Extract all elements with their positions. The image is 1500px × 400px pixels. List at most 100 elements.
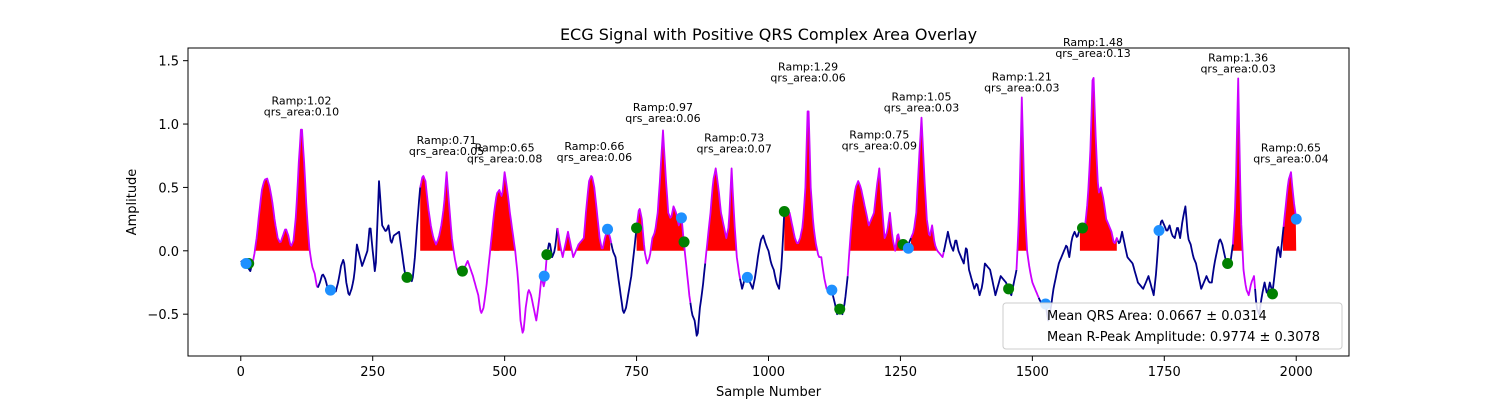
onset-marker-7 xyxy=(902,242,914,254)
offset-marker-3 xyxy=(541,249,553,261)
qrs-area-fill-0 xyxy=(251,129,318,251)
x-tick-label-3: 750 xyxy=(624,365,649,380)
x-tick-label-0: 0 xyxy=(237,365,245,380)
x-tick-label-2: 500 xyxy=(492,365,517,380)
onset-marker-4 xyxy=(675,212,687,224)
offset-marker-10 xyxy=(1076,222,1088,234)
annotation-ramp-8: Ramp:1.05 xyxy=(892,91,952,104)
annotation-qrs-area-4: qrs_area:0.06 xyxy=(625,112,700,125)
annotation-qrs-area-5: qrs_area:0.07 xyxy=(696,142,771,155)
onset-marker-10 xyxy=(1290,213,1302,225)
annotation-qrs-area-1: qrs_area:0.05 xyxy=(409,145,484,158)
annotation-ramp-0: Ramp:1.02 xyxy=(271,95,331,108)
annotation-ramp-5: Ramp:0.73 xyxy=(704,131,764,144)
onset-marker-3 xyxy=(602,223,614,235)
annotation-ramp-10: Ramp:1.48 xyxy=(1063,36,1123,49)
peak-annotations: Ramp:1.02qrs_area:0.10Ramp:0.71qrs_area:… xyxy=(264,36,1329,165)
legend-mean-qrs-area: Mean QRS Area: 0.0667 ± 0.0314 xyxy=(1047,309,1267,324)
qrs-signal-line-11 xyxy=(783,110,834,296)
annotation-qrs-area-0: qrs_area:0.10 xyxy=(264,106,339,119)
offset-marker-2 xyxy=(456,265,468,277)
annotation-ramp-7: Ramp:0.75 xyxy=(849,129,909,142)
offset-marker-6 xyxy=(778,206,790,218)
qrs-area-fill-4 xyxy=(636,130,690,251)
x-tick-label-6: 1500 xyxy=(1016,365,1049,380)
legend: Mean QRS Area: 0.0667 ± 0.0314 Mean R-Pe… xyxy=(1002,302,1343,350)
offset-marker-7 xyxy=(834,303,846,315)
qrs-signal-line-15 xyxy=(910,116,945,259)
offset-marker-1 xyxy=(401,271,413,283)
qrs-area-fill-2 xyxy=(494,172,547,251)
annotation-ramp-9: Ramp:1.21 xyxy=(992,70,1052,83)
annotation-ramp-6: Ramp:1.29 xyxy=(778,60,838,73)
baseline-signal-line-20 xyxy=(1117,205,1234,297)
onset-marker-0 xyxy=(240,257,252,269)
qrs-signal-line-17 xyxy=(1015,96,1040,299)
annotation-ramp-2: Ramp:0.65 xyxy=(475,141,535,154)
y-tick-label-0: −0.5 xyxy=(147,308,179,323)
x-tick-label-4: 1000 xyxy=(752,365,785,380)
baseline-signal-line-22 xyxy=(1254,226,1285,316)
offset-marker-12 xyxy=(1266,288,1278,300)
onset-marker-6 xyxy=(826,284,838,296)
y-tick-label-3: 1.0 xyxy=(158,118,179,133)
y-axis-ticks: −0.5 0.0 0.5 1.0 1.5 xyxy=(147,55,188,323)
y-tick-label-1: 0.0 xyxy=(158,245,179,260)
onset-marker-5 xyxy=(741,271,753,283)
y-tick-label-2: 0.5 xyxy=(158,181,179,196)
qrs-signal-line-3 xyxy=(419,171,549,334)
y-axis-label: Amplitude xyxy=(125,169,140,236)
annotation-qrs-area-7: qrs_area:0.09 xyxy=(842,140,917,153)
qrs-signal-line-1 xyxy=(250,128,319,289)
annotation-ramp-11: Ramp:1.36 xyxy=(1208,51,1268,64)
signal-lines xyxy=(240,77,1298,337)
qrs-area-fills xyxy=(251,77,1297,251)
qrs-signal-line-23 xyxy=(1282,171,1298,227)
annotation-ramp-4: Ramp:0.97 xyxy=(633,101,693,114)
qrs-area-fill-1 xyxy=(420,172,500,251)
offset-marker-9 xyxy=(1003,283,1015,295)
annotation-qrs-area-3: qrs_area:0.06 xyxy=(557,151,632,164)
annotation-qrs-area-10: qrs_area:0.13 xyxy=(1055,47,1130,60)
legend-mean-r-peak-amplitude: Mean R-Peak Amplitude: 0.9774 ± 0.3078 xyxy=(1047,330,1320,345)
x-tick-label-7: 1750 xyxy=(1148,365,1181,380)
offset-marker-11 xyxy=(1222,257,1234,269)
annotation-ramp-1: Ramp:0.71 xyxy=(417,134,477,147)
peak-markers xyxy=(240,206,1302,315)
onset-marker-2 xyxy=(538,270,550,282)
chart-title: ECG Signal with Positive QRS Complex Are… xyxy=(560,25,977,44)
annotation-qrs-area-2: qrs_area:0.08 xyxy=(467,152,542,165)
qrs-area-fill-7 xyxy=(847,168,904,251)
legend-box xyxy=(1002,302,1343,350)
onset-marker-9 xyxy=(1153,225,1165,237)
qrs-area-fill-10 xyxy=(1079,77,1117,251)
y-tick-label-4: 1.5 xyxy=(158,55,179,70)
x-tick-label-5: 1250 xyxy=(884,365,917,380)
x-tick-label-8: 2000 xyxy=(1280,365,1313,380)
baseline-signal-line-16 xyxy=(942,230,1018,297)
offset-marker-5 xyxy=(678,236,690,248)
qrs-area-fill-3 xyxy=(557,176,611,251)
annotation-qrs-area-12: qrs_area:0.04 xyxy=(1253,152,1328,165)
annotation-qrs-area-9: qrs_area:0.03 xyxy=(984,81,1059,94)
x-axis-ticks: 0 250 500 750 1000 1250 1500 1750 2000 xyxy=(237,356,1313,380)
annotation-qrs-area-6: qrs_area:0.06 xyxy=(770,71,845,84)
qrs-signal-line-5 xyxy=(556,175,613,259)
qrs-area-fill-6 xyxy=(784,111,832,251)
qrs-signal-line-21 xyxy=(1232,77,1256,297)
x-axis-label: Sample Number xyxy=(716,385,822,400)
annotation-ramp-3: Ramp:0.66 xyxy=(564,140,624,153)
onset-marker-1 xyxy=(324,284,336,296)
offset-marker-4 xyxy=(631,222,643,234)
qrs-signal-line-13 xyxy=(846,167,904,277)
qrs-area-fill-8 xyxy=(911,117,943,251)
x-tick-label-1: 250 xyxy=(360,365,385,380)
annotation-qrs-area-8: qrs_area:0.03 xyxy=(884,102,959,115)
annotation-qrs-area-11: qrs_area:0.03 xyxy=(1200,62,1275,75)
annotation-ramp-12: Ramp:0.65 xyxy=(1261,141,1321,154)
baseline-signal-line-6 xyxy=(610,227,638,314)
qrs-signal-line-19 xyxy=(1079,77,1119,245)
baseline-signal-line-4 xyxy=(547,227,559,259)
qrs-signal-line-9 xyxy=(704,167,741,279)
